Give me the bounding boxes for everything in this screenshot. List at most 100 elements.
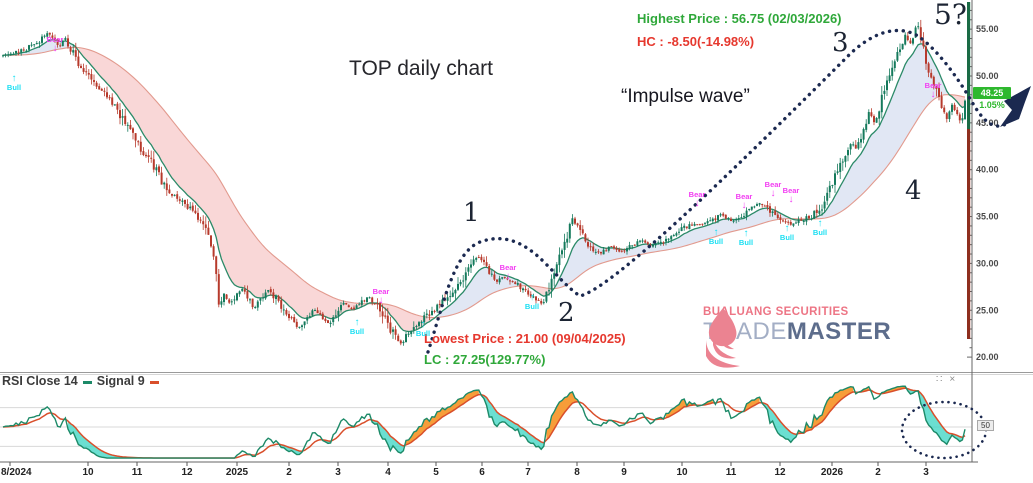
bear-signal-marker: Bear ↓ (373, 288, 390, 306)
trend-cloud-bearish (380, 303, 435, 332)
up-arrow-icon: ↑ (354, 317, 360, 328)
rsi-pane-controls: ∷ × (936, 375, 955, 385)
x-axis-label: 4 (385, 467, 391, 478)
price-axis-label: 55.00 (976, 24, 999, 34)
impulse-wave-annotation: “Impulse wave” (621, 86, 750, 107)
down-arrow-icon: ↓ (52, 42, 58, 54)
axes: 55.00 50.00 45.00 40.00 35.00 30.00 25.00 20.00… (0, 0, 999, 478)
bear-signal-marker: Bear ↓ (925, 82, 942, 100)
rsi-oversold-fill (281, 444, 302, 455)
x-axis-label: 10 (676, 467, 688, 478)
signal-label: Bull (779, 233, 795, 242)
rsi-oversold-fill (372, 420, 404, 454)
x-axis-label: 11 (726, 467, 737, 478)
trend-cloud-bullish (554, 208, 791, 289)
logo-brand-master: MASTER (786, 318, 892, 345)
bear-signal-marker: Bear ↓ (689, 191, 706, 209)
bull-signal-marker: ↑ Bull (709, 228, 723, 246)
bull-signal-marker: ↑ Bull (780, 224, 794, 242)
elliott-wave-label: 2 (558, 298, 575, 328)
x-axis-label: 12 (181, 467, 193, 478)
elliott-wave-label: 3 (832, 28, 849, 58)
bull-signal-marker: ↑ Bull (7, 74, 21, 92)
rsi-pane (0, 385, 972, 459)
highest-price-annotation: Highest Price : 56.75 (02/03/2026) (637, 11, 842, 26)
candles-layer (2, 19, 966, 346)
signal-label: Bear (735, 192, 753, 201)
signal-label: Bull (708, 237, 724, 246)
bull-signal-marker: ↑ Bull (525, 293, 539, 311)
rsi-pane-close-icon[interactable]: × (949, 374, 956, 385)
elliott-wave-label: 5? (934, 0, 967, 31)
signal-label: Bull (415, 329, 431, 338)
price-axis-label: 25.00 (976, 305, 999, 315)
rsi-pane-restore-icon[interactable]: ∷ (936, 374, 943, 385)
x-axis-label: 2 (875, 467, 881, 478)
impulse-wave-dotted-curve (426, 28, 1019, 354)
trend-cloud-bullish (437, 267, 526, 318)
direction-arrow (1000, 86, 1031, 127)
signal-label: Bull (524, 302, 540, 311)
x-axis-label: 2 (286, 467, 292, 478)
lc-annotation: LC : 27.25(129.77%) (424, 352, 546, 367)
price-axis-label: 40.00 (976, 165, 999, 175)
down-arrow-icon: ↓ (378, 294, 384, 306)
trend-cloud-bullish (814, 43, 947, 219)
rsi-signal-swatch (149, 380, 159, 384)
bear-signal-marker: Bear ↓ (783, 187, 800, 205)
signal-label: Bear (764, 180, 782, 189)
signal-label: Bear (372, 287, 390, 296)
rsi-line-swatch (82, 380, 92, 384)
fast-ma-line (2, 39, 966, 333)
elliott-wave-label: 4 (905, 176, 922, 206)
down-arrow-icon: ↓ (930, 88, 936, 100)
bear-signal-marker: Bear ↓ (47, 36, 64, 54)
x-axis-label: 3 (923, 467, 929, 478)
x-axis-label: 8/2024 (1, 467, 32, 478)
signal-label: Bull (812, 228, 828, 237)
rsi-oversold-fill (762, 402, 796, 443)
up-arrow-icon: ↑ (784, 223, 790, 234)
up-arrow-icon: ↑ (817, 218, 823, 229)
x-axis-label: 12 (774, 467, 786, 478)
price-axis-label: 30.00 (976, 258, 999, 268)
rsi-overbought-fill (666, 399, 695, 418)
axis-current-bar-down (967, 129, 971, 339)
x-axis-label: 11 (132, 467, 143, 478)
bull-signal-marker: ↑ Bull (416, 320, 430, 338)
down-arrow-icon: ↓ (770, 187, 776, 199)
rsi-signal-label: Signal 9 (96, 374, 145, 388)
bull-signal-marker: ↑ Bull (813, 219, 827, 237)
down-arrow-icon: ↓ (694, 197, 700, 209)
x-axis-label: 5 (433, 467, 439, 478)
axis-current-bar-up (967, 2, 971, 129)
x-axis-label: 2026 (821, 467, 844, 478)
bull-signal-marker: ↑ Bull (739, 229, 753, 247)
trend-cloud-bearish (78, 47, 368, 319)
bualuang-logo-icon (706, 308, 740, 368)
signal-label: Bear (924, 81, 942, 90)
down-arrow-icon: ↓ (788, 193, 794, 205)
x-axis-label: 7 (525, 467, 531, 478)
rsi-legend-label: RSI Close 14 (2, 374, 78, 388)
last-price-badge: 48.25 (973, 87, 1011, 99)
up-arrow-icon: ↑ (529, 292, 535, 303)
bear-signal-marker: Bear ↓ (500, 264, 517, 282)
rsi-overbought-fill (744, 397, 760, 412)
up-arrow-icon: ↑ (743, 228, 749, 239)
up-arrow-icon: ↑ (713, 227, 719, 238)
signal-label: Bear (46, 35, 64, 44)
trademaster-logo: BUALUANG SECURITIES TRADEMASTER (700, 306, 892, 368)
hc-annotation: HC : -8.50(-14.98%) (637, 34, 755, 49)
bear-signal-marker: Bear ↓ (736, 193, 753, 211)
x-axis-label: 9 (621, 467, 627, 478)
page-title: TOP daily chart (349, 57, 493, 80)
rsi-legend: RSI Close 14 Signal 9 (2, 374, 159, 388)
down-arrow-icon: ↓ (505, 270, 511, 282)
x-axis-label: 3 (335, 467, 341, 478)
bear-signal-marker: Bear ↓ (765, 181, 782, 199)
x-axis-label: 8 (574, 467, 580, 478)
logo-company-name: BUALUANG SECURITIES (703, 306, 849, 318)
down-arrow-icon: ↓ (741, 199, 747, 211)
